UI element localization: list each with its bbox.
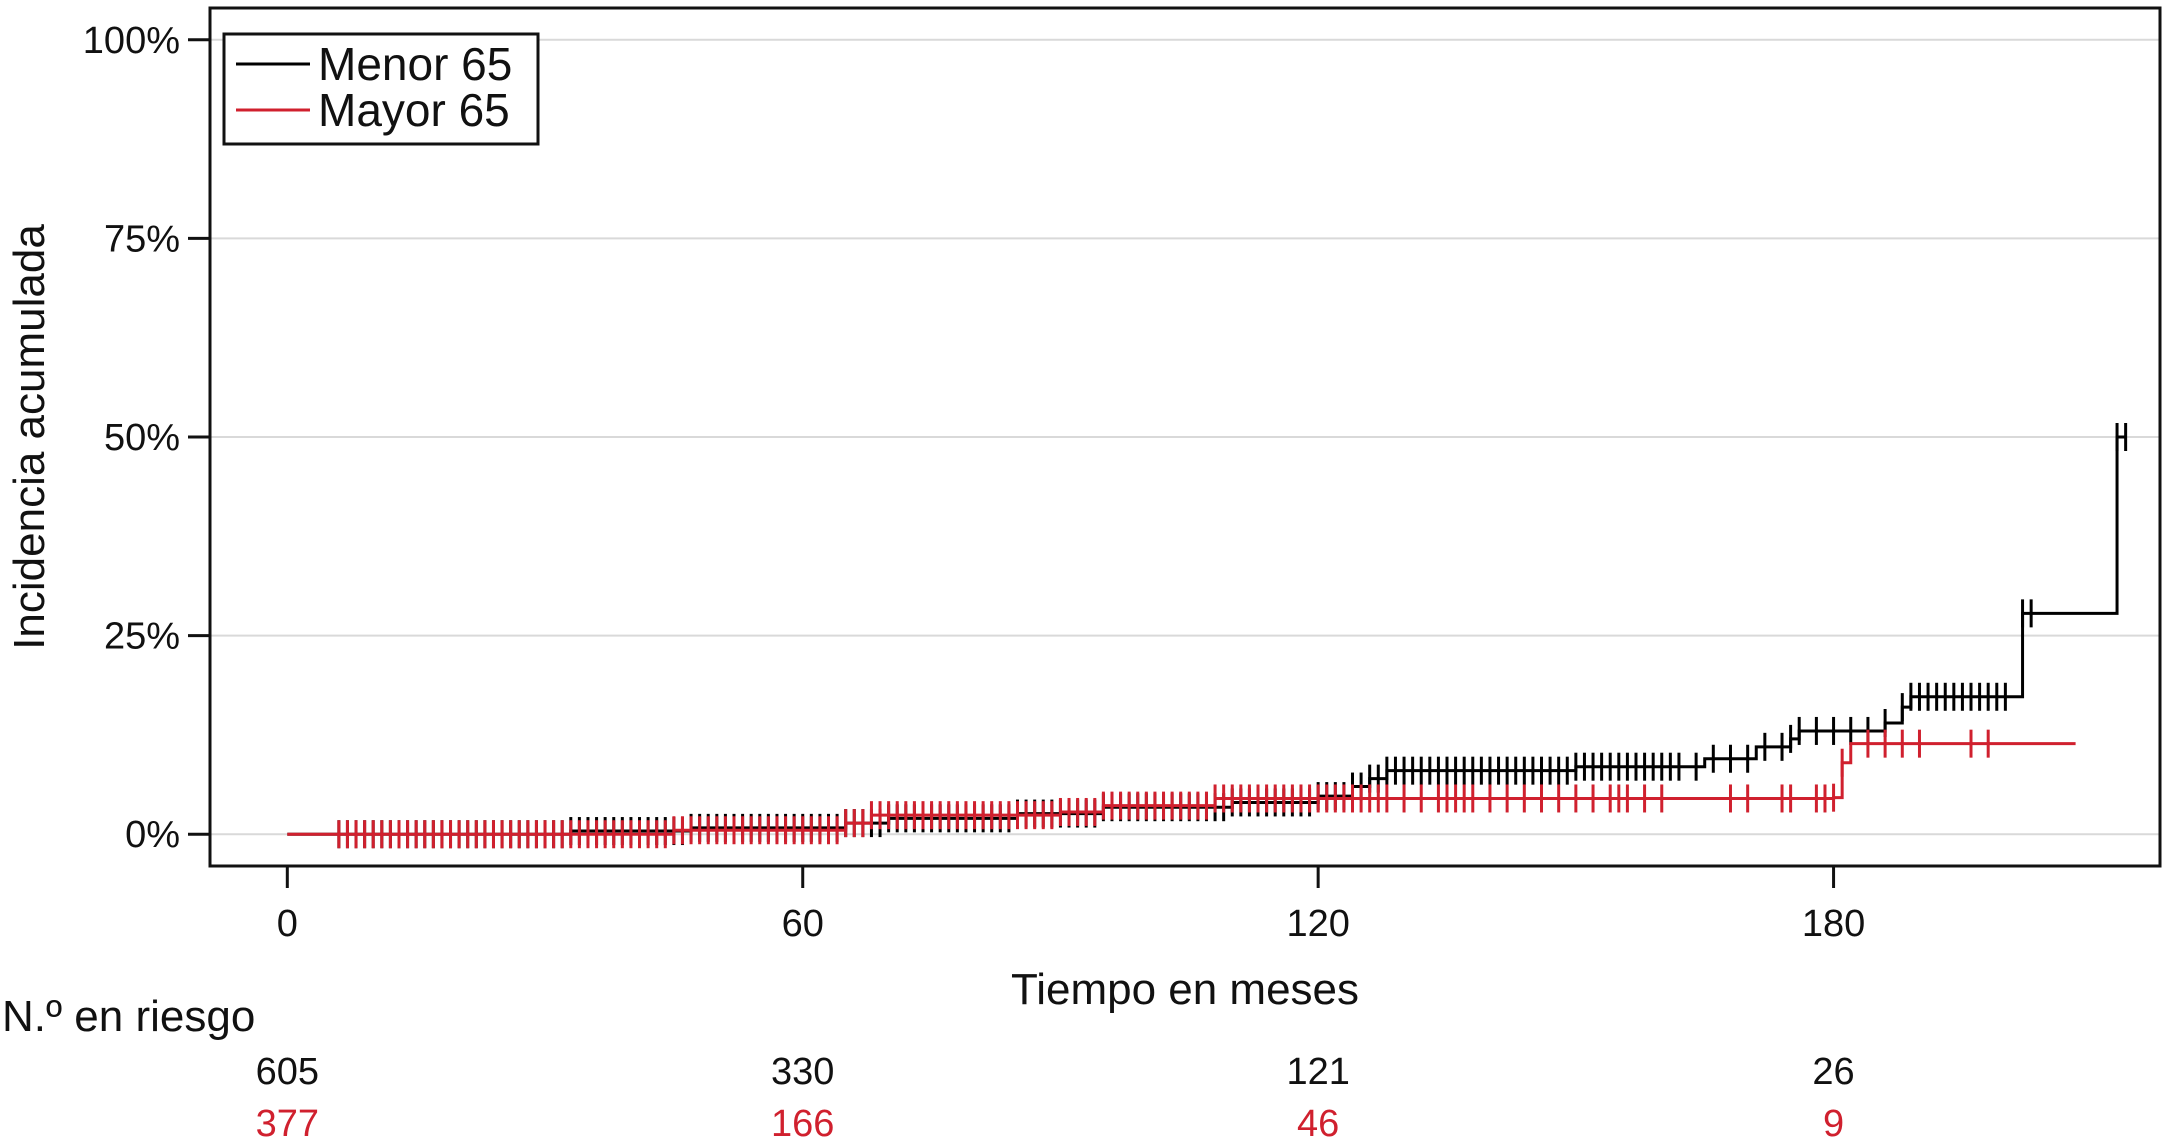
risk-value: 121: [1286, 1051, 1349, 1093]
risk-value: 26: [1812, 1051, 1854, 1093]
y-axis: 0% 25% 50% 75% 100%: [83, 20, 210, 856]
x-tick-label-0: 0: [277, 903, 298, 945]
risk-value: 330: [771, 1051, 834, 1093]
risk-value: 46: [1297, 1103, 1339, 1144]
y-tick-label-0: 0%: [125, 814, 180, 856]
y-tick-label-75: 75%: [104, 218, 180, 260]
x-axis-title: Tiempo en meses: [1011, 965, 1359, 1014]
y-tick-label-100: 100%: [83, 20, 180, 62]
legend-box: [222, 32, 540, 146]
risk-value: 605: [256, 1051, 319, 1093]
x-tick-label-120: 120: [1286, 903, 1349, 945]
censor-marks-2: [337, 729, 1990, 849]
risk-table: 605 330 121 26 377 166 46 9: [256, 1051, 1855, 1144]
risk-value: 166: [771, 1103, 834, 1144]
x-tick-label-180: 180: [1802, 903, 1865, 945]
x-axis: 0 60 120 180: [277, 866, 1865, 945]
y-tick-label-50: 50%: [104, 417, 180, 459]
series-layer: [287, 423, 2128, 849]
legend-label-1: Menor 65: [318, 38, 512, 90]
risk-value: 9: [1823, 1103, 1844, 1144]
y-axis-title: Incidencia acumulada: [5, 224, 54, 650]
legend-label-2: Mayor 65: [318, 84, 510, 136]
x-tick-label-60: 60: [782, 903, 824, 945]
gridlines: [210, 38, 2160, 836]
risk-table-title: N.º en riesgo: [2, 992, 255, 1041]
risk-value: 377: [256, 1103, 319, 1144]
series-mayor-65: [287, 729, 2076, 849]
y-tick-label-25: 25%: [104, 616, 180, 658]
